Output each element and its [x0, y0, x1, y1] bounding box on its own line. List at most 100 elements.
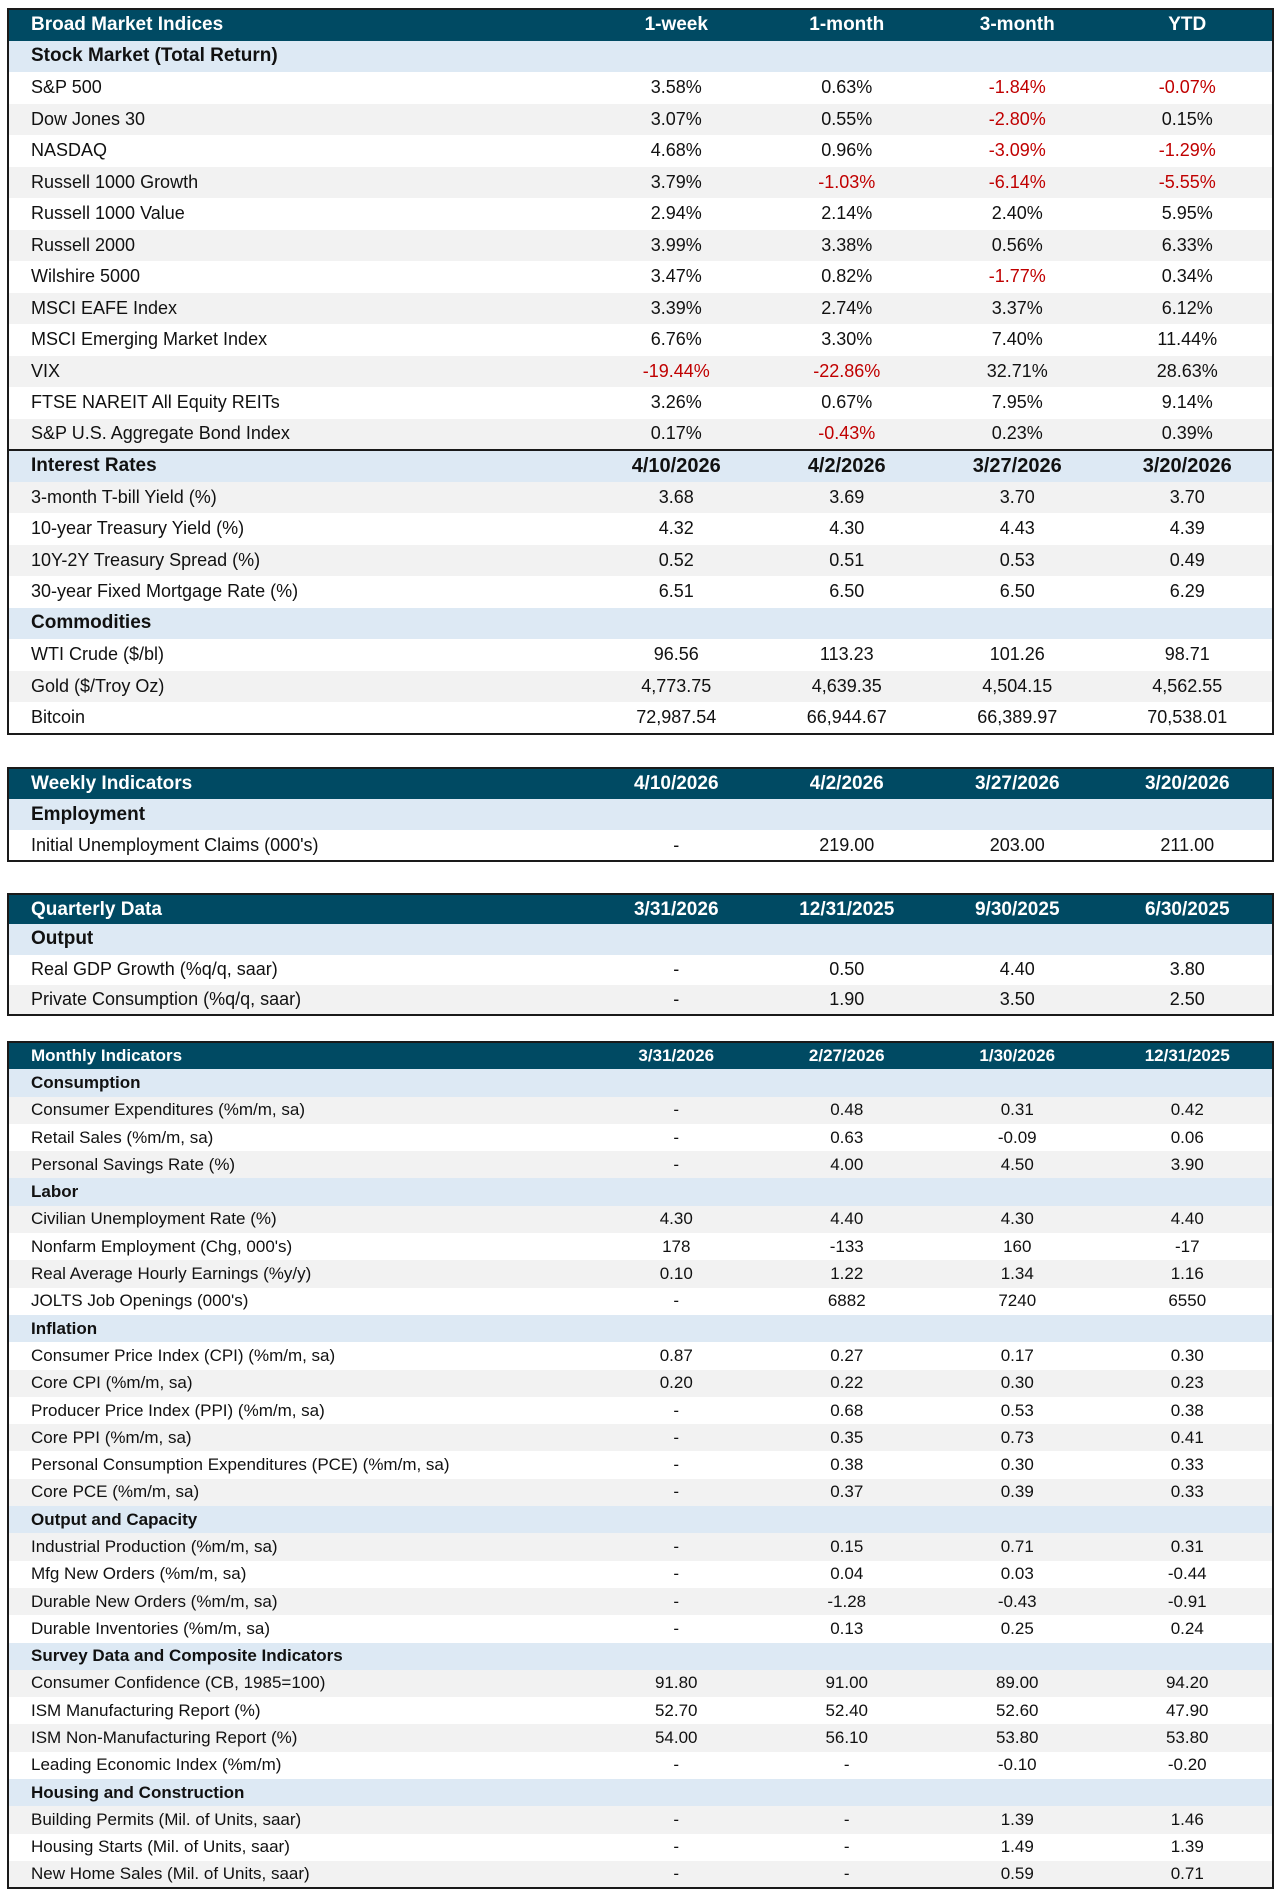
row-value: 6.29	[1102, 576, 1273, 608]
row-label: ISM Non-Manufacturing Report (%)	[8, 1724, 591, 1752]
table-row: Consumer Confidence (CB, 1985=100) 91.80 9…	[8, 1669, 1273, 1698]
row-value: -3.09%	[932, 135, 1103, 167]
table-row: MSCI EAFE Index 3.39% 2.74% 3.37% 6.12%	[8, 292, 1273, 324]
row-value: -	[591, 984, 762, 1016]
table-row: Consumer Price Index (CPI) (%m/m, sa) 0.8…	[8, 1342, 1273, 1370]
section-column-header	[761, 1506, 932, 1534]
section-column-header	[932, 1642, 1103, 1670]
table-row: Bitcoin 72,987.54 66,944.67 66,389.97 70,538…	[8, 702, 1273, 734]
row-value: 70,538.01	[1102, 702, 1273, 734]
table-row: S&P U.S. Aggregate Bond Index 0.17% -0.43%…	[8, 418, 1273, 450]
section-column-header: 4/10/2026	[591, 449, 762, 482]
row-value: -0.43	[932, 1587, 1103, 1616]
table-row: Personal Consumption Expenditures (PCE) …	[8, 1451, 1273, 1479]
section-column-header	[591, 1642, 762, 1670]
row-value: -	[591, 1424, 762, 1452]
row-value: -	[591, 1451, 762, 1479]
row-value: -133	[761, 1233, 932, 1261]
row-value: 0.39	[932, 1478, 1103, 1507]
row-value: 0.50	[761, 954, 932, 985]
row-value: 5.95%	[1102, 198, 1273, 230]
section-title: Interest Rates	[8, 449, 591, 482]
column-header: 4/2/2026	[761, 768, 932, 799]
row-value: 3.39%	[591, 292, 762, 324]
section-column-header	[1102, 607, 1273, 639]
row-value: 3.37%	[932, 292, 1103, 324]
table-row: Consumer Expenditures (%m/m, sa) -0.48 0.3…	[8, 1096, 1273, 1124]
row-label: Core PPI (%m/m, sa)	[8, 1424, 591, 1452]
column-header: 12/31/2025	[761, 894, 932, 925]
section-header-row: Consumption	[8, 1069, 1273, 1097]
row-value: 96.56	[591, 639, 762, 671]
row-value: 0.15%	[1102, 103, 1273, 135]
row-value: 211.00	[1102, 830, 1273, 861]
table-row: 30-year Fixed Mortgage Rate (%) 6.51 6.50 6…	[8, 576, 1273, 608]
row-value: 3.69	[761, 481, 932, 513]
row-value: 0.48	[761, 1096, 932, 1124]
row-label: S&P U.S. Aggregate Bond Index	[8, 418, 591, 450]
section-column-header	[761, 1779, 932, 1807]
section-column-header	[591, 1779, 762, 1807]
row-label: Personal Consumption Expenditures (PCE) …	[8, 1451, 591, 1479]
row-value: 0.82%	[761, 261, 932, 293]
row-value: 178	[591, 1233, 762, 1261]
row-value: 0.73	[932, 1424, 1103, 1452]
row-value: 3.79%	[591, 166, 762, 198]
table-row: Core PCE (%m/m, sa) -0.37 0.39 0.33	[8, 1478, 1273, 1507]
row-value: 3.07%	[591, 103, 762, 135]
row-value: 0.38	[1102, 1396, 1273, 1425]
table-header-row: Broad Market Indices 1-week 1-month 3-month…	[8, 9, 1273, 41]
row-value: -0.91	[1102, 1587, 1273, 1616]
row-value: 3.80	[1102, 954, 1273, 985]
table-row: 3-month T-bill Yield (%) 3.68 3.69 3.70 3.70	[8, 481, 1273, 513]
row-value: -	[761, 1751, 932, 1780]
row-label: Mfg New Orders (%m/m, sa)	[8, 1560, 591, 1588]
row-label: Russell 2000	[8, 229, 591, 261]
row-label: MSCI EAFE Index	[8, 292, 591, 324]
table-row: Core PPI (%m/m, sa) -0.35 0.73 0.41	[8, 1424, 1273, 1452]
table-row: Industrial Production (%m/m, sa) -0.15 0.7…	[8, 1533, 1273, 1561]
section-column-header	[761, 1314, 932, 1343]
row-value: 47.90	[1102, 1697, 1273, 1725]
section-column-header	[1102, 1069, 1273, 1097]
row-value: 3.58%	[591, 72, 762, 104]
row-value: 0.71	[1102, 1860, 1273, 1889]
row-value: 0.17%	[591, 418, 762, 450]
row-value: 0.03	[932, 1560, 1103, 1588]
table-row: Core CPI (%m/m, sa) 0.20 0.22 0.30 0.23	[8, 1369, 1273, 1397]
table-row: Producer Price Index (PPI) (%m/m, sa) -0.…	[8, 1396, 1273, 1425]
row-value: 6.76%	[591, 324, 762, 356]
row-value: 0.37	[761, 1478, 932, 1507]
row-value: 53.80	[1102, 1724, 1273, 1752]
section-column-header: 4/2/2026	[761, 449, 932, 482]
section-header-row: Stock Market (Total Return)	[8, 40, 1273, 72]
table-row: Russell 1000 Value 2.94% 2.14% 2.40% 5.95%	[8, 198, 1273, 230]
row-label: 30-year Fixed Mortgage Rate (%)	[8, 576, 591, 608]
row-label: 10Y-2Y Treasury Spread (%)	[8, 544, 591, 576]
row-value: 91.80	[591, 1669, 762, 1698]
row-value: 0.23%	[932, 418, 1103, 450]
column-header: 3-month	[932, 9, 1103, 41]
row-value: 0.39%	[1102, 418, 1273, 450]
section-column-header	[1102, 799, 1273, 830]
row-value: 4,773.75	[591, 670, 762, 702]
section-column-header	[932, 1506, 1103, 1534]
column-header: YTD	[1102, 9, 1273, 41]
row-label: JOLTS Job Openings (000's)	[8, 1287, 591, 1315]
column-header: 4/10/2026	[591, 768, 762, 799]
row-value: -	[591, 1751, 762, 1780]
row-value: 0.42	[1102, 1096, 1273, 1124]
row-value: 0.23	[1102, 1369, 1273, 1397]
row-value: 6.51	[591, 576, 762, 608]
row-value: 3.26%	[591, 387, 762, 419]
row-value: 53.80	[932, 1724, 1103, 1752]
row-label: VIX	[8, 355, 591, 387]
table-header-row: Quarterly Data 3/31/2026 12/31/2025 9/30/20…	[8, 894, 1273, 925]
row-value: 28.63%	[1102, 355, 1273, 387]
section-header-row: Survey Data and Composite Indicators	[8, 1642, 1273, 1670]
row-value: -	[591, 1151, 762, 1179]
section-title: Labor	[8, 1178, 591, 1206]
row-value: -0.44	[1102, 1560, 1273, 1588]
row-value: -0.07%	[1102, 72, 1273, 104]
row-value: 52.70	[591, 1697, 762, 1725]
